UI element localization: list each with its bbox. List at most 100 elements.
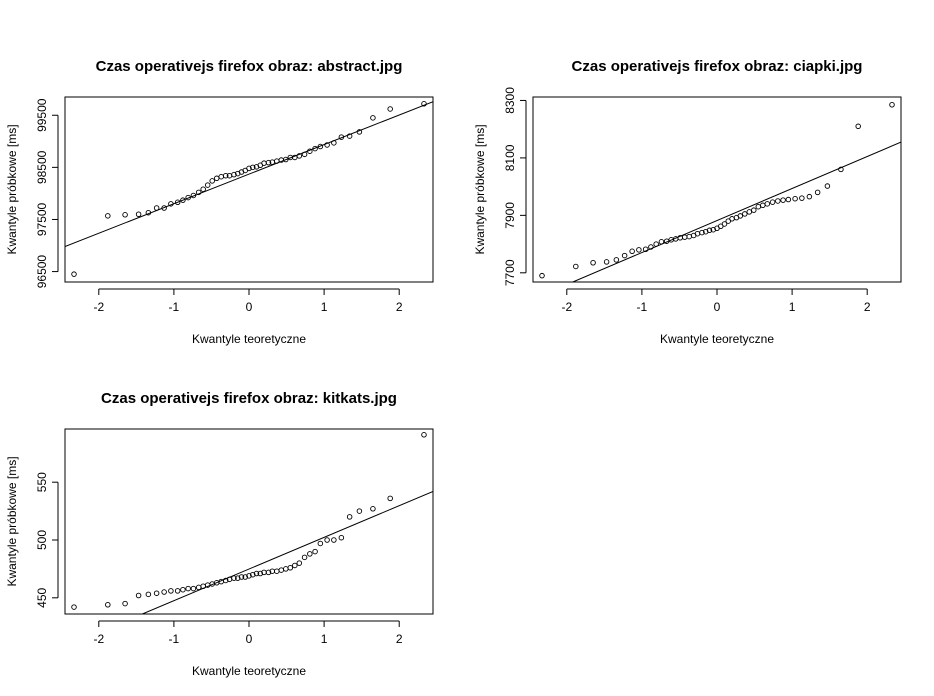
data-point <box>648 244 654 250</box>
data-point <box>855 123 861 130</box>
data-point <box>283 566 289 572</box>
data-point <box>317 540 324 547</box>
data-point <box>346 514 353 520</box>
qq-panel-1: Czas operativejs firefox obraz: abstract… <box>5 58 434 346</box>
data-point <box>265 569 272 576</box>
data-point <box>799 195 805 201</box>
data-point <box>312 548 318 555</box>
y-tick-label: 8100 <box>503 144 517 171</box>
x-tick-label: 1 <box>321 632 328 646</box>
data-point <box>331 140 337 146</box>
data-point <box>681 234 688 240</box>
x-tick-label: -2 <box>93 300 104 314</box>
data-point <box>190 192 197 199</box>
data-point <box>621 252 628 259</box>
data-point <box>746 209 753 215</box>
qq-panel-3: Czas operativejs firefox obraz: kitkats.… <box>5 390 434 678</box>
data-point <box>658 239 665 245</box>
data-point <box>185 585 191 592</box>
data-point <box>686 233 692 240</box>
data-point <box>238 574 245 580</box>
data-point <box>246 165 252 172</box>
data-point <box>317 143 324 150</box>
data-point <box>195 584 202 591</box>
y-tick-label: 96500 <box>35 255 49 289</box>
data-point <box>287 565 294 571</box>
data-point <box>195 189 202 196</box>
data-point <box>231 575 237 581</box>
data-point <box>792 195 798 202</box>
x-tick-label: 2 <box>396 300 403 314</box>
x-tick-label: -1 <box>637 300 648 314</box>
data-point <box>694 230 701 237</box>
data-point <box>250 164 256 171</box>
data-point <box>71 604 77 610</box>
data-point <box>751 207 757 213</box>
data-point <box>180 586 186 593</box>
data-point <box>838 166 844 173</box>
data-point <box>105 213 111 219</box>
data-point <box>153 590 160 596</box>
data-point <box>105 602 111 608</box>
data-point <box>642 246 649 253</box>
y-tick-label: 97500 <box>35 202 49 236</box>
data-point <box>180 197 186 203</box>
data-point <box>356 129 363 135</box>
data-point <box>174 199 181 206</box>
data-point <box>769 199 776 205</box>
data-point <box>590 260 596 266</box>
y-axis-label: Kwantyle próbkowe [ms] <box>5 124 19 254</box>
data-point <box>257 570 264 577</box>
data-point <box>312 145 318 152</box>
x-tick-label: 1 <box>321 300 328 314</box>
data-point <box>356 508 363 514</box>
x-tick-label: 0 <box>714 300 721 314</box>
data-point <box>324 142 330 148</box>
data-point <box>296 560 303 566</box>
data-point <box>213 175 220 182</box>
qq-reference-line <box>572 141 901 282</box>
data-point <box>387 495 393 502</box>
y-tick-label: 98500 <box>35 150 49 184</box>
y-axis: 7700 7900 8100 8300 <box>503 87 527 286</box>
plot-frame <box>64 96 434 283</box>
qq-reference-line <box>65 101 433 248</box>
x-axis-label: Kwantyle teoretyczne <box>192 332 306 346</box>
data-point <box>122 600 128 607</box>
x-axis: -2 -1 0 1 2 <box>93 288 403 314</box>
data-point <box>729 216 735 222</box>
plot-frame <box>532 96 902 283</box>
data-point <box>706 227 713 234</box>
data-point <box>307 148 313 154</box>
data-point <box>755 203 762 210</box>
data-point <box>122 212 128 218</box>
x-axis: -2 -1 0 1 2 <box>561 288 871 314</box>
data-point <box>370 506 376 512</box>
data-point <box>161 589 167 595</box>
data-point <box>153 205 160 211</box>
data-point <box>242 574 248 580</box>
y-tick-label: 550 <box>35 472 49 492</box>
data-point <box>780 197 786 203</box>
data-point <box>806 193 813 200</box>
data-point <box>145 591 152 598</box>
data-point <box>775 198 781 204</box>
data-point <box>346 133 353 139</box>
data-point <box>889 102 895 108</box>
plot-area <box>539 102 901 282</box>
data-point <box>222 577 229 584</box>
data-point <box>613 257 620 263</box>
data-point <box>135 592 142 599</box>
data-point <box>278 567 285 573</box>
plot-frame <box>64 428 434 615</box>
data-point <box>699 229 705 236</box>
data-point <box>209 178 215 184</box>
qq-panel-2: Czas operativejs firefox obraz: ciapki.j… <box>473 58 902 346</box>
qq-reference-line <box>142 490 433 614</box>
data-point <box>161 205 167 211</box>
x-axis-label: Kwantyle teoretyczne <box>192 664 306 678</box>
data-point <box>204 182 211 188</box>
data-point <box>200 186 206 192</box>
x-axis: -2 -1 0 1 2 <box>93 620 403 646</box>
plot-area <box>65 101 433 277</box>
